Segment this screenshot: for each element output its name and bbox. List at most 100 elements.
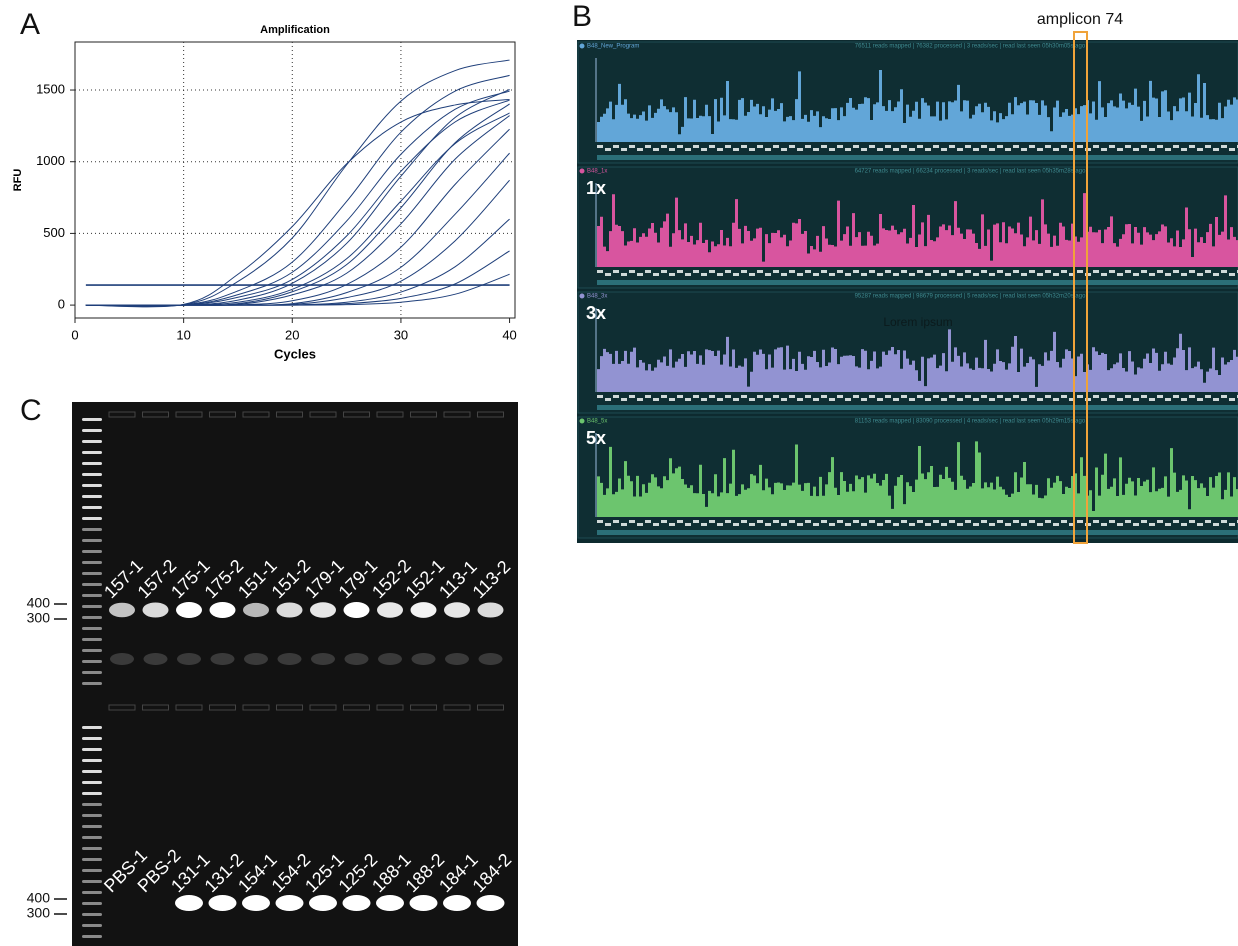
ruler-segment: [877, 523, 883, 526]
ruler-segment: [1197, 273, 1203, 276]
amplification-curve: [86, 60, 510, 306]
track-dot: [580, 44, 585, 49]
ruler-segment: [701, 148, 707, 151]
ruler-segment: [781, 398, 787, 401]
ruler-segment: [989, 273, 995, 276]
ruler-segment: [821, 270, 827, 273]
ruler-segment: [1029, 395, 1035, 398]
panel-label: B: [572, 0, 592, 33]
ruler-segment: [1213, 523, 1219, 526]
ruler-segment: [1013, 145, 1019, 148]
ruler-segment: [693, 145, 699, 148]
ruler-segment: [709, 520, 715, 523]
ruler-segment: [1205, 145, 1211, 148]
gel-band-faint: [211, 653, 235, 665]
ruler-segment: [605, 148, 611, 151]
ruler-segment: [757, 270, 763, 273]
ladder-band: [82, 803, 102, 806]
ruler-segment: [965, 395, 971, 398]
ruler-segment: [1045, 520, 1051, 523]
ruler-segment: [749, 273, 755, 276]
ruler-segment: [733, 148, 739, 151]
ladder-band: [82, 473, 102, 476]
ruler-segment: [669, 148, 675, 151]
ruler-segment: [1141, 520, 1147, 523]
ruler-segment: [1005, 398, 1011, 401]
ladder-band: [82, 418, 102, 421]
gel-band: [477, 895, 505, 911]
ladder-band: [82, 814, 102, 817]
ruler-segment: [885, 520, 891, 523]
ladder-band: [82, 671, 102, 674]
ruler-segment: [1157, 395, 1163, 398]
ruler-segment: [717, 523, 723, 526]
ruler-segment: [725, 270, 731, 273]
gel-band-faint: [345, 653, 369, 665]
track-status: 76511 reads mapped | 76382 processed | 3…: [855, 44, 1086, 50]
marker-label: 400: [27, 890, 51, 906]
ruler-segment: [1221, 395, 1227, 398]
ruler-segment: [981, 395, 987, 398]
ladder-band: [82, 539, 102, 542]
x-axis-label: Cycles: [274, 346, 316, 361]
ladder-band: [82, 550, 102, 553]
gel-band-faint: [445, 653, 469, 665]
ruler-segment: [1213, 398, 1219, 401]
ruler-segment: [1133, 148, 1139, 151]
ruler-segment: [941, 148, 947, 151]
ruler-segment: [613, 395, 619, 398]
ruler-segment: [909, 523, 915, 526]
ruler-segment: [1229, 398, 1235, 401]
ruler-segment: [749, 398, 755, 401]
ruler-segment: [861, 273, 867, 276]
ladder-band: [82, 858, 102, 861]
gel-band-faint: [378, 653, 402, 665]
ruler-segment: [1093, 520, 1099, 523]
ruler-segment: [709, 395, 715, 398]
ruler-segment: [1037, 523, 1043, 526]
ruler-segment: [973, 273, 979, 276]
ruler-segment: [789, 145, 795, 148]
ruler-segment: [837, 520, 843, 523]
ruler-segment: [877, 273, 883, 276]
ruler-segment: [1173, 270, 1179, 273]
track-panel: [578, 292, 1238, 413]
ruler-segment: [1125, 395, 1131, 398]
ladder-band: [82, 627, 102, 630]
ruler-segment: [1117, 398, 1123, 401]
ruler-segment: [629, 270, 635, 273]
ruler-segment: [725, 145, 731, 148]
gel-band: [377, 602, 403, 617]
gel-band-faint: [110, 653, 134, 665]
gel-band: [276, 895, 304, 911]
ruler-segment: [701, 273, 707, 276]
ruler-segment: [941, 273, 947, 276]
ruler-segment: [645, 145, 651, 148]
ruler-segment: [733, 273, 739, 276]
ruler-segment: [765, 148, 771, 151]
ruler-segment: [661, 145, 667, 148]
ruler-segment: [1149, 273, 1155, 276]
ruler-segment: [909, 398, 915, 401]
amplification-curve: [86, 129, 510, 305]
ruler-segment: [645, 520, 651, 523]
reference-bar: [597, 155, 1238, 160]
ruler-segment: [1125, 520, 1131, 523]
amplification-curve: [86, 91, 510, 306]
ruler-segment: [1101, 148, 1107, 151]
annotation: Lorem ipsum: [883, 315, 952, 329]
ruler-segment: [1005, 273, 1011, 276]
ruler-segment: [797, 523, 803, 526]
marker-label: 400: [27, 595, 51, 611]
ruler-segment: [1165, 148, 1171, 151]
ruler-segment: [1181, 148, 1187, 151]
panel-label: A: [20, 8, 40, 41]
ruler-segment: [973, 148, 979, 151]
ruler-segment: [685, 398, 691, 401]
ruler-segment: [1197, 523, 1203, 526]
track-name: B48_3x: [587, 294, 607, 300]
ruler-segment: [957, 523, 963, 526]
ladder-band: [82, 594, 102, 597]
ruler-segment: [1133, 273, 1139, 276]
ruler-segment: [1029, 145, 1035, 148]
